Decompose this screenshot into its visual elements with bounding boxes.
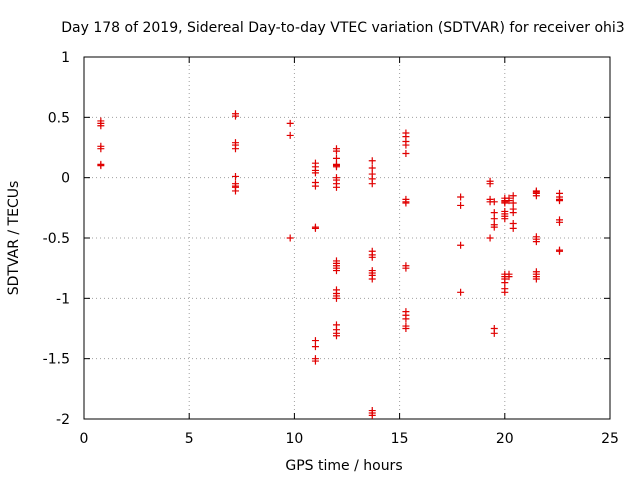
- data-points: [97, 110, 564, 419]
- y-tick-label: 0: [61, 171, 70, 187]
- data-point: [532, 238, 540, 246]
- data-point: [286, 119, 294, 127]
- plot-frame: [83, 56, 611, 420]
- data-point: [532, 192, 540, 200]
- data-point: [231, 187, 239, 195]
- data-point: [311, 337, 319, 345]
- data-point: [286, 131, 294, 139]
- data-point: [509, 209, 517, 217]
- data-point: [505, 273, 513, 281]
- data-point: [457, 241, 465, 249]
- data-point: [332, 147, 340, 155]
- y-tick-label: 0.5: [48, 110, 70, 126]
- x-tick-label: 20: [496, 431, 514, 447]
- data-point: [368, 253, 376, 261]
- data-point: [490, 329, 498, 337]
- data-point: [532, 275, 540, 283]
- data-point: [505, 197, 513, 205]
- data-point: [286, 234, 294, 242]
- x-tick-label: 10: [285, 431, 303, 447]
- data-point: [231, 112, 239, 120]
- data-point: [556, 197, 564, 205]
- data-point: [332, 332, 340, 340]
- data-point: [402, 264, 410, 272]
- data-point: [311, 357, 319, 365]
- x-tick-label: 5: [185, 431, 194, 447]
- data-point: [402, 315, 410, 323]
- data-point: [501, 199, 509, 207]
- data-point: [501, 288, 509, 296]
- data-point: [332, 163, 340, 171]
- data-point: [556, 247, 564, 255]
- y-tick-label: -2: [56, 412, 70, 428]
- data-point: [368, 164, 376, 172]
- data-point: [368, 180, 376, 188]
- y-tick-label: -1: [56, 291, 70, 307]
- x-axis-label: GPS time / hours: [285, 458, 402, 474]
- data-point: [509, 224, 517, 232]
- data-point: [490, 215, 498, 223]
- data-point: [368, 411, 376, 419]
- data-point: [402, 325, 410, 332]
- tick-layer: 0 5 10 15 20 25 1 0.5 0 -0.5 -1 -1.5 -2: [43, 50, 619, 447]
- data-point: [490, 198, 498, 206]
- data-point: [97, 162, 105, 170]
- data-point: [509, 199, 517, 207]
- data-point: [402, 150, 410, 158]
- chart-title: Day 178 of 2019, Sidereal Day-to-day VTE…: [61, 20, 624, 36]
- grid-layer: [84, 57, 610, 419]
- x-tick-label: 0: [80, 431, 89, 447]
- data-point: [402, 199, 410, 207]
- data-point: [311, 224, 319, 232]
- data-point: [97, 145, 105, 153]
- data-point: [332, 154, 340, 162]
- data-point: [457, 288, 465, 296]
- data-point: [332, 183, 340, 191]
- data-point: [311, 169, 319, 177]
- data-point: [402, 141, 410, 149]
- x-tick-label: 25: [601, 431, 619, 447]
- data-point: [311, 182, 319, 190]
- data-point: [509, 192, 517, 200]
- data-point: [332, 294, 340, 302]
- y-axis-label: SDTVAR / TECUs: [6, 181, 22, 296]
- x-tick-label: 15: [391, 431, 409, 447]
- data-point: [368, 157, 376, 165]
- data-point: [231, 172, 239, 180]
- data-point: [311, 343, 319, 351]
- data-point: [457, 201, 465, 209]
- data-point: [556, 218, 564, 226]
- data-point: [486, 180, 494, 188]
- data-point: [332, 267, 340, 275]
- data-point: [231, 145, 239, 153]
- data-point: [457, 193, 465, 201]
- y-tick-label: -1.5: [43, 352, 70, 368]
- data-point: [490, 223, 498, 231]
- data-point: [486, 234, 494, 242]
- data-point: [490, 209, 498, 217]
- y-tick-label: 1: [61, 50, 70, 66]
- y-tick-label: -0.5: [43, 231, 70, 247]
- data-point: [97, 122, 105, 130]
- data-point: [501, 279, 509, 287]
- data-point: [501, 215, 509, 223]
- data-point: [368, 275, 376, 283]
